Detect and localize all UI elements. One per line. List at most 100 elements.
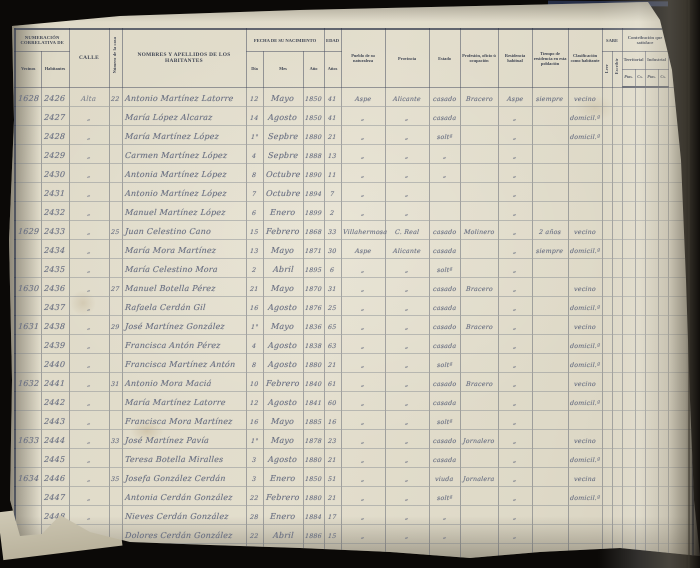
dia-value: 12 [250, 95, 259, 103]
cell-pueblo: „ [340, 390, 386, 410]
observaciones-label: OBSERVACIONES [669, 51, 700, 69]
table-row: 1634 2446 „ 35 Josefa González Cerdán 3 … [14, 466, 694, 486]
cell-casa [108, 181, 123, 201]
cell-edad: 15 [323, 523, 342, 543]
cell-dia: 22 [245, 523, 264, 543]
cell-industrial-ptas [644, 181, 659, 201]
cell-territorial-ptas [621, 257, 636, 277]
cell-territorial-ptas [621, 124, 636, 144]
provincia-value: „ [405, 380, 410, 388]
cell-pueblo: „ [340, 447, 386, 467]
provincia-value: „ [405, 513, 410, 521]
habitante-number: 2426 [44, 93, 66, 103]
casa-number: 29 [111, 323, 120, 331]
cell-residencia: „ [497, 143, 533, 163]
tiempo-value: siempre [536, 247, 564, 255]
cell-estado: casado [428, 371, 461, 391]
cell-residencia: „ [497, 219, 533, 239]
table-row: 2427 „ María López Alcaraz 14 Agosto 185… [14, 105, 694, 125]
ano-value: 1884 [304, 513, 323, 521]
cell-profesion: Bracero [459, 276, 499, 296]
cell-estado: casado [428, 428, 461, 448]
cell-nombre: María Mora Martínez [121, 238, 247, 258]
cell-territorial-cs [634, 181, 646, 201]
residencia-value: „ [513, 437, 518, 445]
pueblo-value: „ [361, 266, 366, 274]
cell-habitante: 2426 [40, 86, 70, 106]
cell-habitante: 2444 [40, 428, 70, 448]
cell-leer [601, 523, 613, 543]
cell-territorial-cs [634, 257, 646, 277]
calle-value: „ [86, 493, 92, 502]
mes-value: Octubre [265, 169, 301, 179]
provincia-value: „ [405, 266, 410, 274]
cell-vecino: 1631 [14, 314, 42, 334]
residencia-value: „ [513, 551, 518, 559]
clasificacion-value: vecino [573, 95, 597, 103]
dia-value: 16 [250, 304, 259, 312]
provincia-value: „ [405, 171, 410, 179]
clasificacion-value: domicil.ª [569, 247, 601, 255]
header-provincia: Provincia [384, 28, 430, 88]
cell-provincia: „ [384, 200, 430, 220]
cell-mes: Agosto [262, 447, 304, 467]
cell-industrial-cs [657, 143, 669, 163]
header-edad: EDAD [323, 28, 342, 52]
cell-territorial-cs [634, 523, 646, 543]
residencia-value: „ [513, 456, 518, 464]
cell-edad: 2 [323, 200, 342, 220]
cell-casa [108, 295, 123, 315]
estado-value: casado [432, 437, 457, 445]
cell-tiempo [531, 143, 569, 163]
cell-provincia: „ [384, 162, 430, 182]
nombre-value: Antonia Cerdán González [124, 492, 233, 502]
pueblo-value: „ [361, 494, 366, 502]
nombre-value: Juan Celestino Cano [124, 226, 211, 236]
pueblo-value: „ [361, 304, 366, 312]
cell-leer [601, 542, 613, 558]
cell-pueblo: „ [340, 333, 386, 353]
estado-value: „ [442, 152, 447, 160]
cell-industrial-ptas [644, 276, 659, 296]
calle-value: Alta [81, 94, 97, 103]
cell-clasificacion [567, 257, 603, 277]
habitante-number: 2427 [44, 112, 66, 122]
edad-value: 21 [328, 494, 337, 502]
cell-estado [428, 181, 461, 201]
cell-nombre: Juan Celestino Cano [121, 219, 247, 239]
cell-industrial-cs [657, 390, 669, 410]
cell-territorial-ptas [621, 428, 636, 448]
cell-industrial-cs [657, 447, 669, 467]
cell-industrial-cs [657, 523, 669, 543]
cell-pueblo: „ [340, 257, 386, 277]
dia-value: 22 [250, 532, 259, 540]
cell-mes: Sepbre [262, 143, 304, 163]
dia-value: 1° [250, 133, 259, 141]
cell-pueblo: „ [340, 523, 386, 543]
cell-estado: casada [428, 447, 461, 467]
casa-number: 31 [111, 380, 120, 388]
cell-dia: 4 [245, 143, 264, 163]
cell-leer [601, 238, 613, 258]
mes-value: Mayo [271, 321, 295, 331]
cell-industrial-ptas [644, 352, 659, 372]
cell-residencia: „ [497, 466, 533, 486]
header-escribir: Escribir [611, 50, 623, 88]
estado-value: casada [432, 304, 457, 312]
estado-value: „ [442, 532, 447, 540]
cell-leer [601, 428, 613, 448]
cell-calle: „ [68, 295, 110, 315]
cell-clasificacion: vecino [567, 219, 603, 239]
cell-mes: Abril [262, 523, 304, 543]
habitante-number: 2438 [44, 321, 66, 331]
table-row: 1631 2438 „ 29 José Martínez González 1°… [14, 314, 694, 334]
provincia-value: „ [405, 437, 410, 445]
residencia-value: „ [513, 418, 518, 426]
cell-industrial-cs [657, 162, 669, 182]
cell-escribir [611, 466, 623, 486]
cell-residencia: „ [497, 504, 533, 524]
cell-leer [601, 352, 613, 372]
cell-territorial-ptas [621, 333, 636, 353]
ano-value: 1895 [304, 266, 323, 274]
cell-industrial-ptas [644, 162, 659, 182]
